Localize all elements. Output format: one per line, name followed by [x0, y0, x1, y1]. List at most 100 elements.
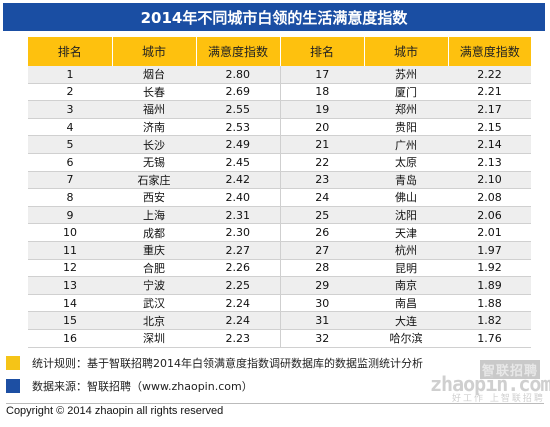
rank-cell: 10	[28, 223, 112, 242]
index-cell: 2.49	[196, 135, 280, 154]
table-row: 13 宁波 2.25 29 南京 1.89	[28, 276, 531, 295]
city-cell: 苏州	[364, 66, 448, 84]
table-row: 12 合肥 2.26 28 昆明 1.92	[28, 259, 531, 278]
source-note: 数据来源：智联招聘（www.zhaopin.com）	[6, 378, 253, 394]
city-cell: 沈阳	[364, 206, 448, 225]
index-cell: 1.88	[448, 294, 531, 313]
rule-text: 统计规则：基于智联招聘2014年白领满意度指数调研数据库的数据监测统计分析	[32, 357, 423, 370]
index-cell: 1.82	[448, 311, 531, 330]
city-cell: 厦门	[364, 83, 448, 102]
header-index: 满意度指数	[195, 37, 280, 66]
index-cell: 2.30	[196, 223, 280, 242]
city-cell: 石家庄	[112, 171, 196, 190]
table-row: 16 深圳 2.23 32 哈尔滨 1.76	[28, 329, 531, 348]
city-cell: 青岛	[364, 171, 448, 190]
rank-cell: 7	[28, 171, 112, 190]
index-cell: 2.10	[448, 171, 531, 190]
table-row: 2 长春 2.69 18 厦门 2.21	[28, 83, 531, 102]
city-cell: 上海	[112, 206, 196, 225]
city-cell: 合肥	[112, 259, 196, 278]
city-cell: 济南	[112, 118, 196, 137]
table-row: 10 成都 2.30 26 天津 2.01	[28, 223, 531, 242]
index-cell: 2.24	[196, 311, 280, 330]
city-cell: 无锡	[112, 153, 196, 172]
city-cell: 哈尔滨	[364, 329, 448, 348]
rank-cell: 16	[28, 329, 112, 348]
table-row: 3 福州 2.55 19 郑州 2.17	[28, 100, 531, 119]
logo-cn: 智联招聘	[479, 360, 540, 379]
rank-cell: 23	[279, 171, 364, 190]
table-header-row: 排名 城市 满意度指数 排名 城市 满意度指数	[28, 37, 531, 66]
rank-cell: 29	[279, 276, 364, 295]
copyright-text: Copyright © 2014 zhaopin all rights rese…	[6, 405, 224, 417]
rank-cell: 9	[28, 206, 112, 225]
yellow-square-icon	[6, 356, 20, 370]
city-cell: 武汉	[112, 294, 196, 313]
header-rank: 排名	[279, 37, 364, 66]
rank-cell: 6	[28, 153, 112, 172]
index-cell: 2.13	[448, 153, 531, 172]
index-cell: 2.21	[448, 83, 531, 102]
index-cell: 2.42	[196, 171, 280, 190]
table-row: 9 上海 2.31 25 沈阳 2.06	[28, 206, 531, 225]
city-cell: 宁波	[112, 276, 196, 295]
index-cell: 2.17	[448, 100, 531, 119]
city-cell: 南昌	[364, 294, 448, 313]
rank-cell: 26	[279, 223, 364, 242]
rank-cell: 3	[28, 100, 112, 119]
rule-note: 统计规则：基于智联招聘2014年白领满意度指数调研数据库的数据监测统计分析	[6, 355, 423, 371]
city-cell: 昆明	[364, 259, 448, 278]
table-row: 15 北京 2.24 31 大连 1.82	[28, 311, 531, 330]
header-city: 城市	[363, 37, 448, 66]
rank-cell: 21	[279, 135, 364, 154]
source-text: 数据来源：智联招聘（www.zhaopin.com）	[32, 380, 253, 393]
index-cell: 2.01	[448, 223, 531, 242]
table-body: 1 烟台 2.80 17 苏州 2.22 2 长春 2.69 18 厦门 2.21 3 福州 2.55 19 郑…	[28, 66, 531, 348]
index-cell: 2.14	[448, 135, 531, 154]
city-cell: 天津	[364, 223, 448, 242]
logo-en: zhaopin.com	[430, 372, 550, 396]
table-row: 11 重庆 2.27 27 杭州 1.97	[28, 241, 531, 260]
city-cell: 郑州	[364, 100, 448, 119]
rank-cell: 1	[28, 66, 112, 84]
satisfaction-table: 排名 城市 满意度指数 排名 城市 满意度指数 1 烟台 2.80 17 苏州 2.22 2…	[28, 37, 531, 348]
header-index: 满意度指数	[447, 37, 531, 66]
index-cell: 1.92	[448, 259, 531, 278]
rank-cell: 15	[28, 311, 112, 330]
city-cell: 太原	[364, 153, 448, 172]
rank-cell: 27	[279, 241, 364, 260]
index-cell: 2.69	[196, 83, 280, 102]
index-cell: 2.22	[448, 66, 531, 84]
table-row: 5 长沙 2.49 21 广州 2.14	[28, 135, 531, 154]
city-cell: 杭州	[364, 241, 448, 260]
city-cell: 长沙	[112, 135, 196, 154]
city-cell: 烟台	[112, 66, 196, 84]
index-cell: 2.53	[196, 118, 280, 137]
city-cell: 贵阳	[364, 118, 448, 137]
city-cell: 重庆	[112, 241, 196, 260]
city-cell: 福州	[112, 100, 196, 119]
city-cell: 南京	[364, 276, 448, 295]
city-cell: 佛山	[364, 188, 448, 207]
header-rank: 排名	[28, 37, 112, 66]
rank-cell: 20	[279, 118, 364, 137]
rank-cell: 28	[279, 259, 364, 278]
rank-cell: 32	[279, 329, 364, 348]
index-cell: 2.27	[196, 241, 280, 260]
city-cell: 北京	[112, 311, 196, 330]
table-row: 7 石家庄 2.42 23 青岛 2.10	[28, 171, 531, 190]
rank-cell: 19	[279, 100, 364, 119]
index-cell: 1.97	[448, 241, 531, 260]
index-cell: 2.08	[448, 188, 531, 207]
rank-cell: 2	[28, 83, 112, 102]
blue-square-icon	[6, 379, 20, 393]
city-cell: 西安	[112, 188, 196, 207]
rank-cell: 11	[28, 241, 112, 260]
index-cell: 2.25	[196, 276, 280, 295]
rank-cell: 30	[279, 294, 364, 313]
city-cell: 长春	[112, 83, 196, 102]
rank-cell: 17	[279, 66, 364, 84]
footer-divider	[6, 403, 544, 404]
page-title: 2014年不同城市白领的生活满意度指数	[140, 8, 408, 27]
index-cell: 2.45	[196, 153, 280, 172]
